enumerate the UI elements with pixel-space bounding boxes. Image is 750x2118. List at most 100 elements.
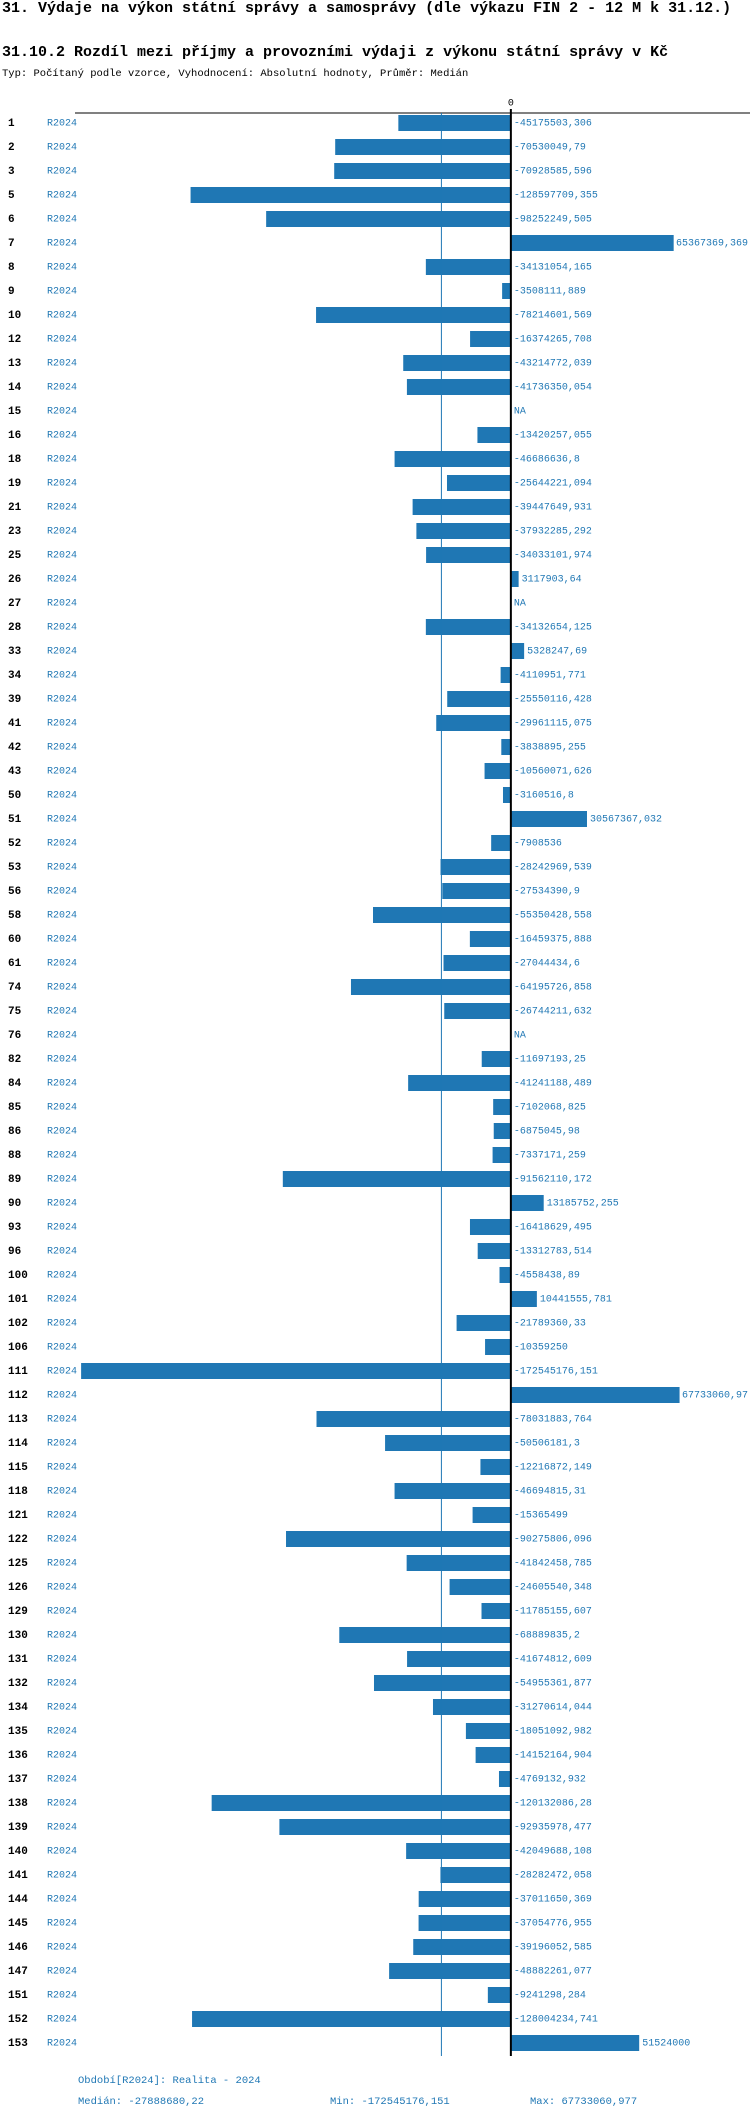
- bar: [477, 1243, 511, 1259]
- bar: [456, 1315, 511, 1331]
- value-label: -92935978,477: [514, 1823, 592, 1834]
- row-label: 25: [8, 550, 22, 562]
- value-label: -11697193,25: [514, 1055, 586, 1066]
- row-label: 42: [8, 742, 21, 754]
- series-label: R2024: [47, 1031, 77, 1042]
- row-label: 28: [8, 622, 22, 634]
- value-label: -13312783,514: [514, 1247, 592, 1258]
- series-label: R2024: [47, 1127, 77, 1138]
- bar: [492, 1147, 511, 1163]
- bar: [413, 1939, 511, 1955]
- row-label: 115: [8, 1462, 28, 1474]
- bar: [190, 187, 511, 203]
- bar: [502, 787, 511, 803]
- row-label: 2: [8, 142, 15, 154]
- bar: [286, 1531, 511, 1547]
- value-label: 67733060,97: [682, 1391, 748, 1402]
- value-label: -16459375,888: [514, 935, 592, 946]
- row-label: 1: [8, 118, 15, 130]
- value-label: -7908536: [514, 839, 562, 850]
- bar: [480, 1459, 511, 1475]
- bar: [501, 739, 511, 755]
- row-label: 106: [8, 1342, 28, 1354]
- row-label: 90: [8, 1198, 21, 1210]
- value-label: 5328247,69: [527, 647, 587, 658]
- series-label: R2024: [47, 1919, 77, 1930]
- series-label: R2024: [47, 1895, 77, 1906]
- row-label: 114: [8, 1438, 28, 1450]
- row-label: 74: [8, 982, 22, 994]
- series-label: R2024: [47, 1655, 77, 1666]
- row-label: 102: [8, 1318, 28, 1330]
- row-label: 8: [8, 262, 15, 274]
- series-label: R2024: [47, 1151, 77, 1162]
- value-label: -42049688,108: [514, 1847, 592, 1858]
- series-label: R2024: [47, 719, 77, 730]
- row-label: 137: [8, 1774, 28, 1786]
- value-label: -15365499: [514, 1511, 568, 1522]
- value-label: 65367369,369: [676, 239, 748, 250]
- row-label: 50: [8, 790, 21, 802]
- bar: [475, 1747, 511, 1763]
- series-label: R2024: [47, 1823, 77, 1834]
- series-label: R2024: [47, 1991, 77, 2002]
- row-label: 101: [8, 1294, 28, 1306]
- series-label: R2024: [47, 455, 77, 466]
- bar: [279, 1819, 511, 1835]
- row-label: 39: [8, 694, 21, 706]
- min-label: Min: -172545176,151: [330, 2096, 450, 2108]
- row-label: 146: [8, 1942, 28, 1954]
- series-label: R2024: [47, 1415, 77, 1426]
- series-label: R2024: [47, 1559, 77, 1570]
- row-label: 58: [8, 910, 22, 922]
- row-label: 9: [8, 286, 15, 298]
- bar: [398, 115, 511, 131]
- value-label: -4558438,89: [514, 1271, 580, 1282]
- value-label: -55350428,558: [514, 911, 592, 922]
- value-label: -128597709,355: [514, 191, 598, 202]
- bar: [469, 931, 511, 947]
- series-label: R2024: [47, 1727, 77, 1738]
- row-label: 138: [8, 1798, 28, 1810]
- row-label: 84: [8, 1078, 22, 1090]
- value-label: -50506181,3: [514, 1439, 580, 1450]
- value-label: -13420257,055: [514, 431, 592, 442]
- row-label: 56: [8, 886, 21, 898]
- series-label: R2024: [47, 1055, 77, 1066]
- bar: [406, 1555, 511, 1571]
- row-label: 89: [8, 1174, 21, 1186]
- value-label: -11785155,607: [514, 1607, 592, 1618]
- value-label: -18051092,982: [514, 1727, 592, 1738]
- bar: [510, 811, 587, 827]
- row-label: 51: [8, 814, 22, 826]
- row-label: 10: [8, 310, 21, 322]
- value-label: -43214772,039: [514, 359, 592, 370]
- row-label: 12: [8, 334, 21, 346]
- series-label: R2024: [47, 623, 77, 634]
- series-label: R2024: [47, 479, 77, 490]
- value-label: -37932285,292: [514, 527, 592, 538]
- series-label: R2024: [47, 1607, 77, 1618]
- value-label: -78214601,569: [514, 311, 592, 322]
- bar: [470, 331, 511, 347]
- bar: [510, 1291, 537, 1307]
- bar: [408, 1075, 511, 1091]
- bar: [339, 1627, 511, 1643]
- bar: [447, 691, 511, 707]
- bar: [465, 1723, 511, 1739]
- series-label: R2024: [47, 1703, 77, 1714]
- row-label: 141: [8, 1870, 28, 1882]
- value-label: 51524000: [642, 2039, 690, 2050]
- bar: [442, 883, 511, 899]
- value-label: -46694815,31: [514, 1487, 586, 1498]
- series-label: R2024: [47, 1391, 77, 1402]
- bar: [440, 1867, 511, 1883]
- series-label: R2024: [47, 1175, 77, 1186]
- value-label: NA: [514, 599, 526, 610]
- row-label: 27: [8, 598, 21, 610]
- bar: [335, 139, 511, 155]
- bar: [502, 283, 511, 299]
- value-label: -4769132,932: [514, 1775, 586, 1786]
- bar: [418, 1891, 511, 1907]
- bar: [282, 1171, 511, 1187]
